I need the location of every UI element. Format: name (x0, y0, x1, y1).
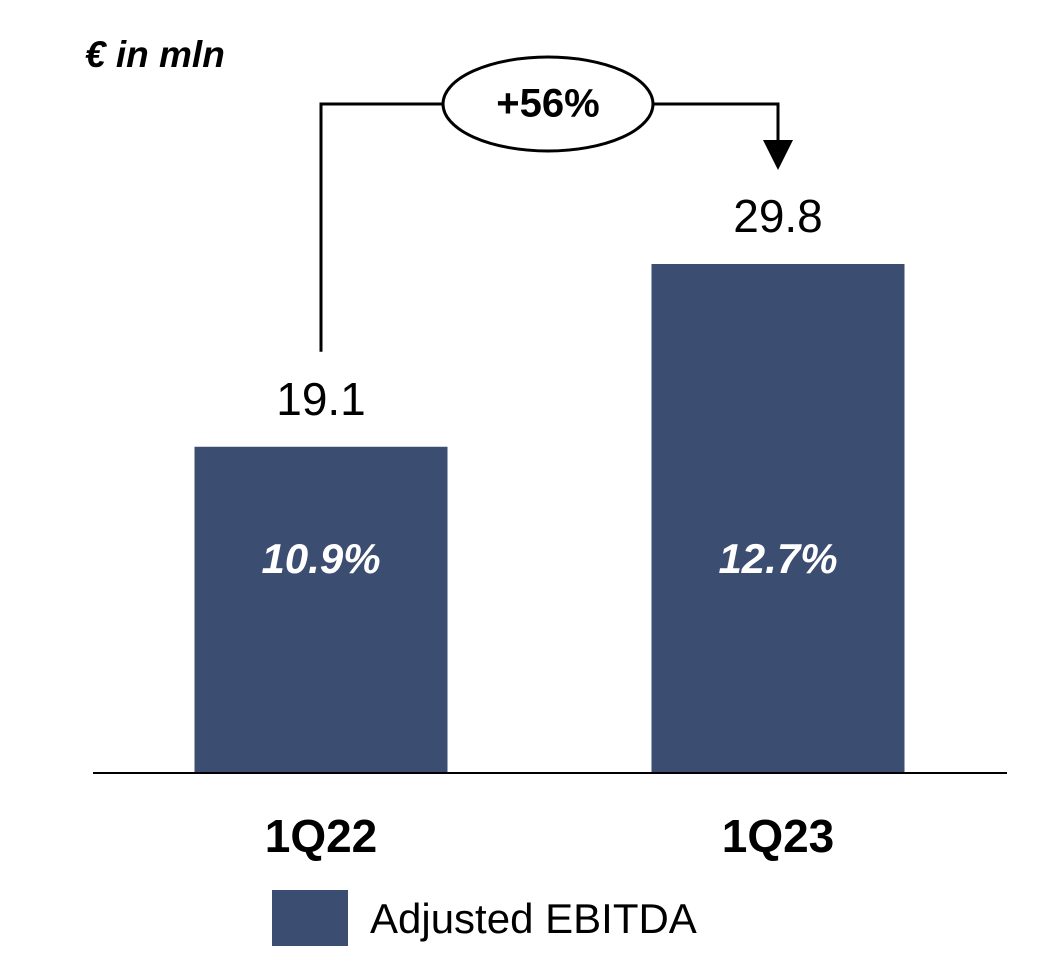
x-tick-label: 1Q22 (265, 810, 378, 862)
bar-inner-label: 10.9% (261, 535, 380, 582)
growth-label: +56% (496, 82, 599, 126)
bar-inner-label: 12.7% (718, 535, 837, 582)
unit-label: € in mln (85, 34, 225, 75)
arrow-head (763, 140, 793, 170)
x-tick-label: 1Q23 (722, 810, 835, 862)
value-label: 19.1 (276, 373, 366, 425)
legend-label: Adjusted EBITDA (370, 895, 697, 942)
growth-bracket (653, 102, 780, 140)
growth-bracket (319, 102, 443, 352)
growth-ellipse (441, 55, 655, 153)
value-label: 29.8 (733, 190, 823, 242)
bar (194, 446, 448, 773)
bar (651, 264, 905, 773)
legend-swatch (272, 890, 348, 946)
